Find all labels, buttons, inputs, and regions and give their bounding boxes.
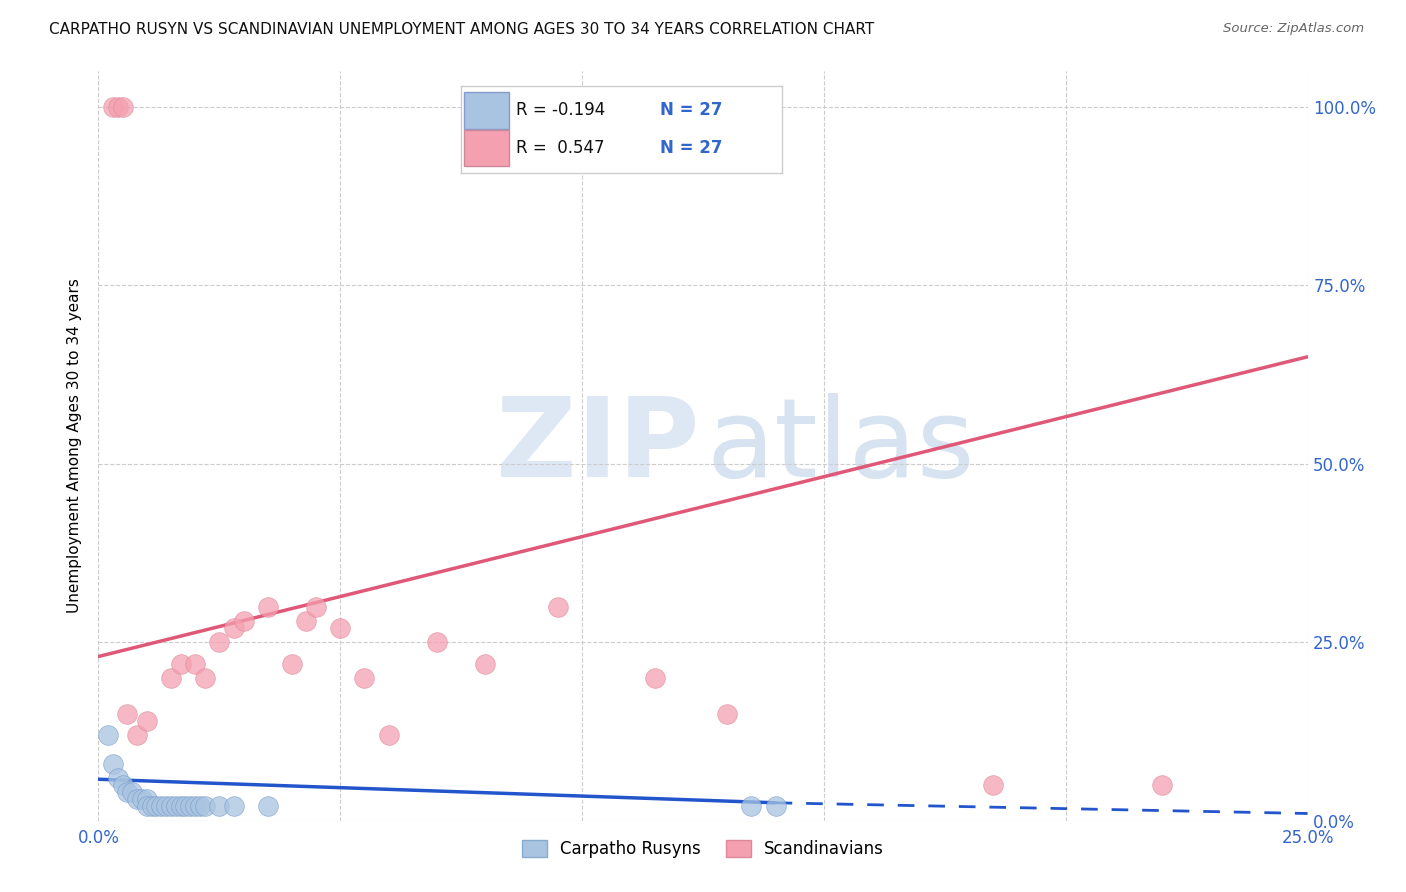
Point <box>184 799 207 814</box>
Point <box>155 799 177 814</box>
Point <box>127 792 149 806</box>
Point <box>194 671 217 685</box>
Point <box>232 614 254 628</box>
Point <box>184 657 207 671</box>
Point <box>160 799 183 814</box>
Point <box>474 657 496 671</box>
Point <box>135 799 157 814</box>
Point <box>222 799 245 814</box>
Point <box>222 621 245 635</box>
Point <box>377 728 399 742</box>
Point <box>281 657 304 671</box>
Text: atlas: atlas <box>707 392 976 500</box>
Point <box>169 799 191 814</box>
Point <box>101 756 124 771</box>
Point <box>150 799 173 814</box>
Point <box>194 799 217 814</box>
Text: Source: ZipAtlas.com: Source: ZipAtlas.com <box>1223 22 1364 36</box>
Point <box>305 599 328 614</box>
Point <box>160 671 183 685</box>
Point <box>117 706 139 721</box>
Point <box>97 728 120 742</box>
Point <box>145 799 167 814</box>
Point <box>111 778 134 792</box>
Point <box>169 657 191 671</box>
Point <box>127 728 149 742</box>
Point <box>131 792 153 806</box>
Point <box>426 635 449 649</box>
Point <box>353 671 375 685</box>
Point <box>256 799 278 814</box>
Point <box>107 771 129 785</box>
Point <box>208 799 231 814</box>
Point <box>256 599 278 614</box>
Point <box>117 785 139 799</box>
Point <box>716 706 738 721</box>
Point <box>188 799 211 814</box>
Point <box>111 100 134 114</box>
Point <box>644 671 666 685</box>
Y-axis label: Unemployment Among Ages 30 to 34 years: Unemployment Among Ages 30 to 34 years <box>67 278 83 614</box>
Point <box>740 799 762 814</box>
Point <box>765 799 787 814</box>
Point <box>121 785 143 799</box>
Legend: Carpatho Rusyns, Scandinavians: Carpatho Rusyns, Scandinavians <box>515 833 891 864</box>
Point <box>174 799 197 814</box>
Text: CARPATHO RUSYN VS SCANDINAVIAN UNEMPLOYMENT AMONG AGES 30 TO 34 YEARS CORRELATIO: CARPATHO RUSYN VS SCANDINAVIAN UNEMPLOYM… <box>49 22 875 37</box>
Point <box>329 621 352 635</box>
Text: ZIP: ZIP <box>496 392 699 500</box>
Point <box>547 599 569 614</box>
Point <box>1152 778 1174 792</box>
Point <box>135 792 157 806</box>
Point <box>141 799 163 814</box>
Point <box>208 635 231 649</box>
Point <box>135 714 157 728</box>
Point <box>179 799 201 814</box>
Point <box>981 778 1004 792</box>
Point <box>101 100 124 114</box>
Point <box>165 799 187 814</box>
Point <box>295 614 318 628</box>
Point <box>107 100 129 114</box>
